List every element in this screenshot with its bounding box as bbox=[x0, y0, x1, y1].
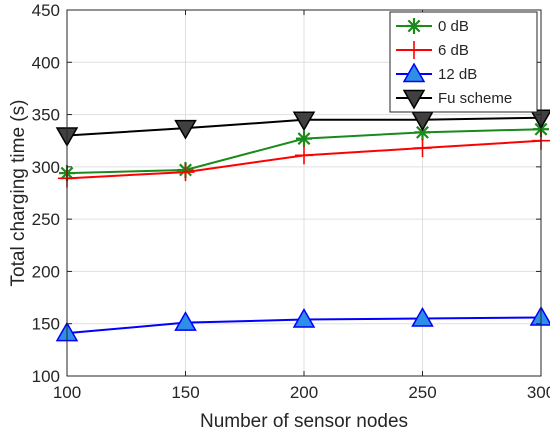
x-tick-label: 150 bbox=[171, 383, 199, 402]
y-tick-label: 450 bbox=[32, 1, 60, 20]
series-marker-triangle-up bbox=[411, 306, 434, 327]
series-marker-triangle-up bbox=[402, 62, 426, 83]
x-tick-label: 300 bbox=[527, 383, 550, 402]
series-marker-plus bbox=[295, 146, 313, 165]
series-marker-asterisk bbox=[406, 18, 422, 34]
series-marker-plus bbox=[176, 163, 195, 182]
y-tick-label: 250 bbox=[32, 210, 60, 229]
y-tick-label: 100 bbox=[32, 367, 60, 386]
y-tick-label: 350 bbox=[32, 106, 60, 125]
y-tick-label: 400 bbox=[32, 53, 60, 72]
x-tick-label: 200 bbox=[290, 383, 318, 402]
series-marker-plus bbox=[405, 41, 423, 59]
y-tick-label: 150 bbox=[32, 315, 60, 334]
series-marker-triangle-down bbox=[174, 119, 197, 140]
y-axis-title: Total charging time (s) bbox=[8, 100, 29, 287]
y-tick-label: 200 bbox=[32, 262, 60, 281]
legend-label: Fu scheme bbox=[438, 90, 512, 107]
legend-item: 6 dB bbox=[396, 41, 469, 59]
legend-label: 12 dB bbox=[438, 66, 477, 83]
legend-item: Fu scheme bbox=[396, 89, 512, 110]
series-marker-asterisk bbox=[296, 130, 312, 147]
series-marker-triangle-up bbox=[174, 311, 197, 331]
series-marker-triangle-up bbox=[292, 308, 316, 328]
y-tick-label: 300 bbox=[32, 158, 60, 177]
legend-label: 0 dB bbox=[438, 18, 469, 35]
series-marker-triangle-down bbox=[402, 89, 426, 110]
series-1 bbox=[58, 131, 550, 188]
x-tick-label: 100 bbox=[53, 383, 81, 402]
series-marker-plus bbox=[413, 139, 432, 158]
legend-item: 0 dB bbox=[396, 18, 469, 35]
legend-label: 6 dB bbox=[438, 42, 469, 59]
legend-item: 12 dB bbox=[396, 62, 477, 83]
x-axis-title: Number of sensor nodes bbox=[200, 411, 408, 432]
x-tick-label: 250 bbox=[408, 383, 436, 402]
series-marker-triangle-down bbox=[292, 111, 316, 132]
legend: 0 dB 6 dB 12 dB Fu scheme bbox=[389, 11, 538, 113]
tick-labels: 100 150 200 250 300 100 150 200 250 300 350 400 450 bbox=[32, 1, 550, 402]
